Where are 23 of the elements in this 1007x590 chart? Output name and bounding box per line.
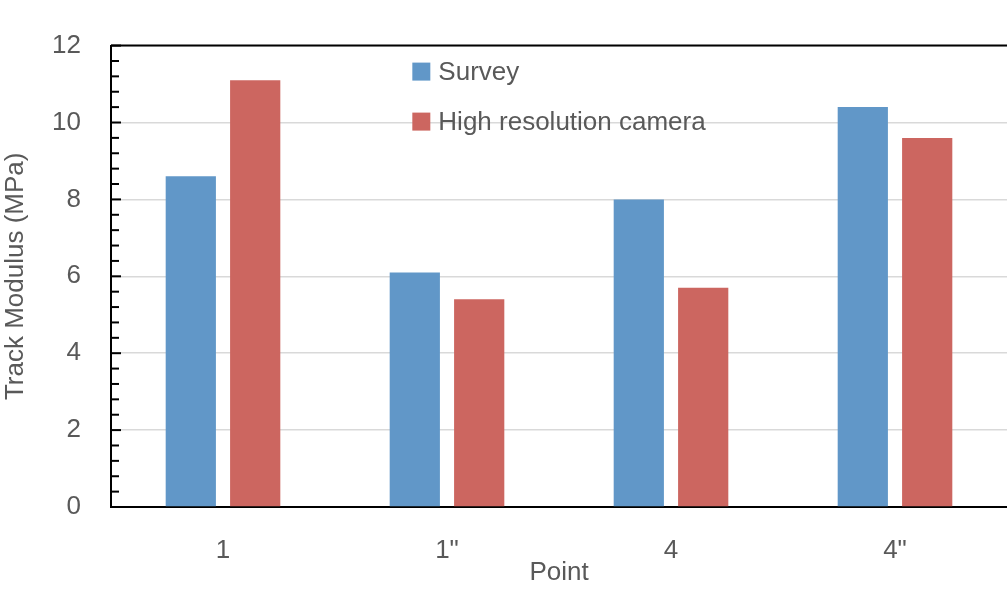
bar <box>165 176 216 507</box>
bar <box>678 287 729 507</box>
x-tick-label: 4 <box>663 533 679 564</box>
bar <box>230 80 281 507</box>
y-axis-title: Track Modulus (MPa) <box>0 152 29 401</box>
y-tick-label: 12 <box>52 28 81 59</box>
bar <box>837 107 888 507</box>
x-tick-label: 1 <box>215 533 231 564</box>
legend-label: High resolution camera <box>438 105 707 136</box>
legend-label: Survey <box>438 55 520 86</box>
y-tick-label: 4 <box>66 336 81 367</box>
y-tick-label: 10 <box>52 105 81 136</box>
bar <box>389 272 440 507</box>
y-tick-label: 8 <box>66 182 81 213</box>
bar <box>454 299 505 507</box>
x-tick-label: 4" <box>883 533 907 564</box>
bar <box>902 137 953 507</box>
bar <box>613 199 664 507</box>
y-tick-label: 0 <box>66 490 81 521</box>
x-axis-title: Point <box>529 555 590 586</box>
x-tick-label: 1" <box>435 533 459 564</box>
y-tick-label: 2 <box>66 413 81 444</box>
y-tick-label: 6 <box>66 259 81 290</box>
